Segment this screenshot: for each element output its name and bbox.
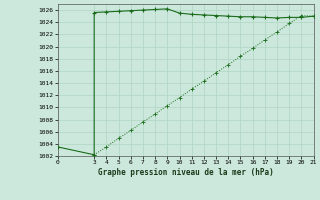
X-axis label: Graphe pression niveau de la mer (hPa): Graphe pression niveau de la mer (hPa)	[98, 168, 274, 177]
